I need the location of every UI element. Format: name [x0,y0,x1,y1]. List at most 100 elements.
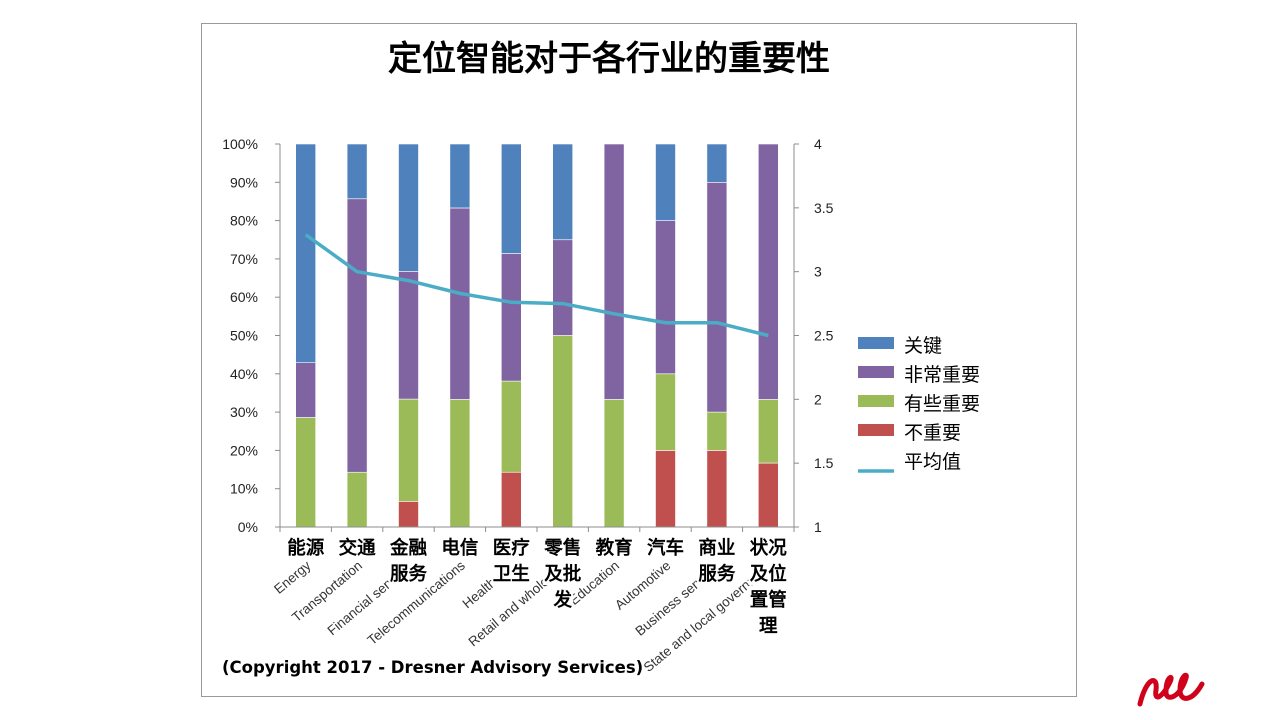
legend-swatch [858,395,894,407]
bar-segment-1-3 [295,362,316,418]
bar-segment-8-4 [655,143,676,221]
category-label-cn: 商业 [698,537,735,559]
bar-segment-2-4 [346,143,368,200]
label-backdrop [696,560,737,585]
bar-segment-9-1 [706,450,728,528]
legend-label: 平均值 [904,451,961,473]
left-tick-label: 0% [238,519,258,535]
right-tick-label: 1.5 [814,455,834,471]
legend-swatch [858,337,894,349]
bars-layer [295,143,779,528]
bar-segment-1-4 [295,143,316,363]
left-tick-label: 100% [222,136,258,152]
right-tick-label: 3.5 [814,200,834,216]
label-backdrop [491,560,532,585]
bar-segment-1-2 [295,417,316,528]
label-backdrop [748,586,789,611]
legend-swatch [858,366,894,378]
bar-segment-3-3 [398,271,419,400]
bar-segment-10-3 [757,143,779,400]
chart-frame: 定位智能对于各行业的重要性 0% 10% 20% 30% 40% 50% 60% 70% 80%… [201,23,1077,697]
category-label-cn: 卫生 [493,563,530,585]
category-label-cn: 及批 [544,563,582,585]
category-label-cn: 汽车 [647,537,684,559]
category-label-cn: 发 [552,589,572,611]
bar-segment-6-3 [552,239,574,336]
legend-label: 关键 [904,335,942,357]
left-tick-label: 20% [230,442,258,458]
category-label-cn: 状况 [750,537,788,559]
bar-segment-7-3 [603,143,625,400]
left-tick-label: 40% [230,366,258,382]
chart-title: 定位智能对于各行业的重要性 [388,39,830,79]
category-label-cn: 理 [759,616,778,637]
axes-layer: 0% 10% 20% 30% 40% 50% 60% 70% 80% 90% 100% 1 1.5 2 2.… [222,136,833,535]
label-backdrop [388,560,429,585]
bar-segment-8-2 [655,373,676,451]
legend-label: 非常重要 [904,364,980,386]
legend-swatch [858,424,894,436]
bar-segment-7-2 [603,399,625,528]
right-tick-label: 2.5 [814,328,834,344]
category-label-cn: 医疗 [493,537,531,559]
label-backdrop [748,560,789,585]
bar-segment-9-2 [706,411,728,451]
left-tick-label: 30% [230,404,258,420]
label-backdrop [542,534,583,559]
bar-segment-2-3 [346,198,368,473]
label-backdrop [757,612,779,637]
bar-segment-3-1 [398,501,419,528]
bar-segment-6-4 [552,143,574,241]
category-label-cn: 教育 [596,537,633,559]
label-backdrop [439,534,480,559]
label-backdrop [542,560,583,585]
mean-line-layer [304,233,769,338]
label-backdrop [748,534,789,559]
right-tick-label: 2 [814,391,822,407]
left-tick-label: 90% [230,174,258,190]
bar-segment-8-1 [655,450,676,528]
watermark-logo [1136,668,1276,712]
bar-segment-3-2 [398,398,419,502]
category-label-en: Energy [271,558,314,597]
left-tick-label: 70% [230,251,258,267]
label-backdrop [696,534,737,559]
left-tick-label: 80% [230,213,258,229]
bar-segment-5-2 [500,380,522,473]
legend-label: 有些重要 [904,393,980,415]
chart-canvas: 定位智能对于各行业的重要性 0% 10% 20% 30% 40% 50% 60% 70% 80%… [222,39,980,677]
category-label-cn: 服务 [698,563,736,585]
label-backdrop [337,534,378,559]
brand-swirl-icon [1137,672,1205,707]
left-tick-label: 60% [230,289,258,305]
label-backdrop [552,586,574,611]
category-label-cn: 零售 [543,537,581,559]
category-label-cn: 交通 [339,537,377,559]
label-backdrop [491,534,532,559]
category-label-cn: 能源 [287,537,325,559]
bar-segment-5-3 [500,253,522,382]
bar-segment-2-2 [346,471,368,528]
label-backdrop [388,534,429,559]
bar-segment-4-2 [449,399,471,528]
category-label-cn: 及位 [750,563,788,585]
right-tick-label: 4 [814,136,822,152]
bar-segment-5-1 [500,471,522,528]
category-label-cn: 金融 [389,537,428,559]
bar-segment-5-4 [500,143,522,254]
category-label-cn: 服务 [390,563,428,585]
bar-segment-3-4 [398,143,419,272]
bar-segment-4-3 [449,207,471,400]
bar-segment-6-2 [552,335,574,528]
category-label-cn: 置管 [750,589,787,611]
left-tick-label: 50% [230,328,258,344]
bar-segment-9-3 [706,182,728,413]
right-tick-label: 1 [814,519,822,535]
bar-segment-10-2 [757,399,779,464]
bar-segment-4-4 [449,143,471,209]
bar-segment-9-4 [706,143,728,183]
bar-segment-8-3 [655,220,676,375]
left-tick-label: 10% [230,481,258,497]
